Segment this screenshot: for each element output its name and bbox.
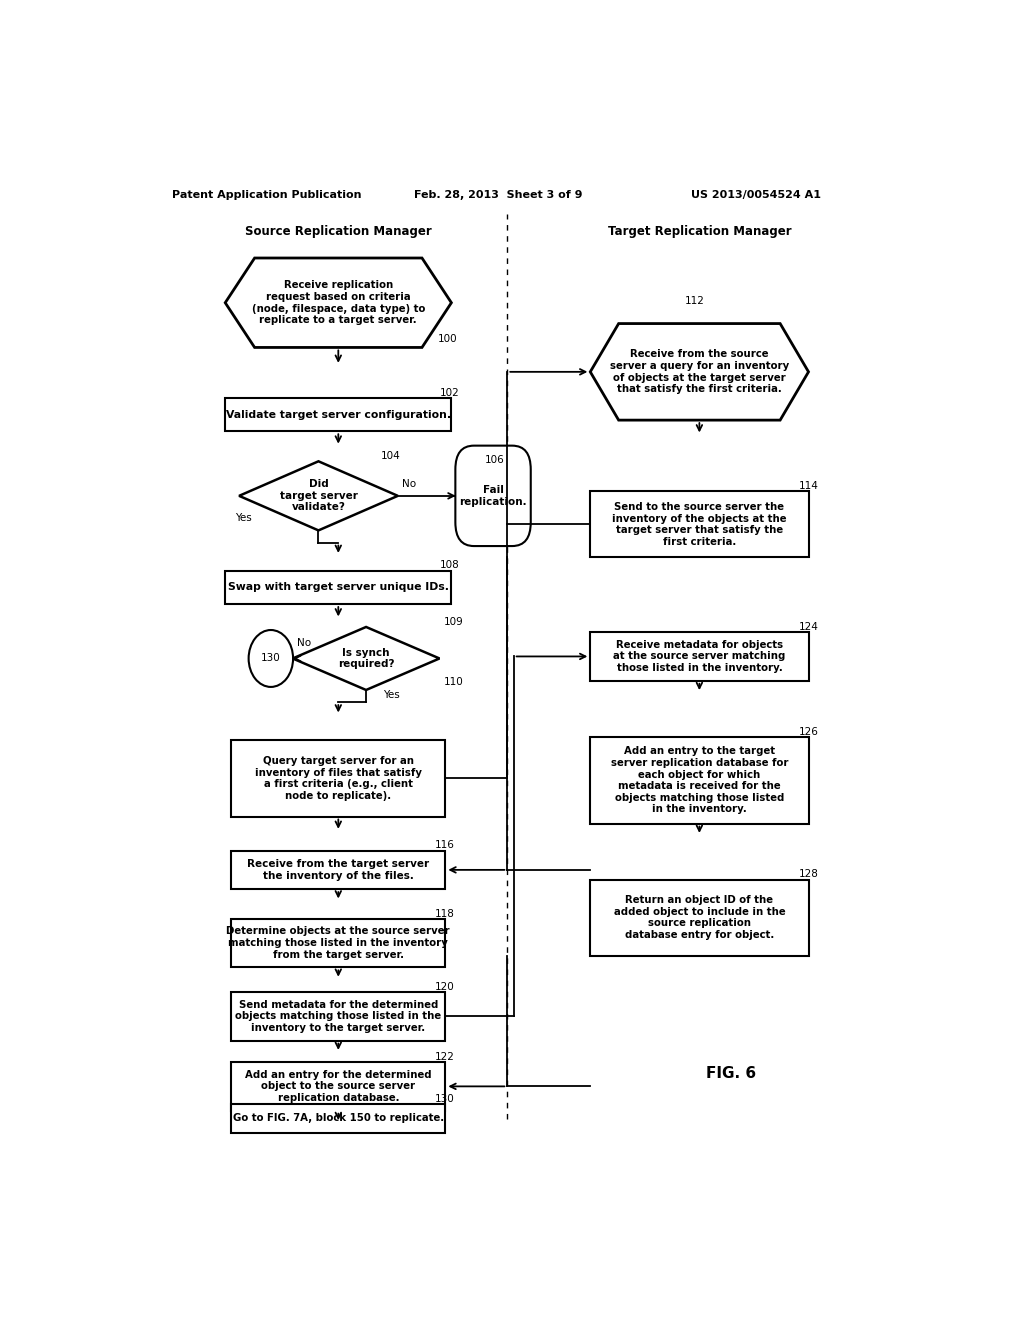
Text: No: No — [401, 479, 416, 488]
Polygon shape — [293, 627, 439, 690]
Text: 108: 108 — [440, 561, 460, 570]
Text: 112: 112 — [685, 296, 705, 306]
FancyBboxPatch shape — [225, 570, 452, 605]
Text: FIG. 6: FIG. 6 — [707, 1065, 756, 1081]
Text: Is synch
required?: Is synch required? — [338, 648, 394, 669]
FancyBboxPatch shape — [231, 741, 445, 817]
Text: Receive metadata for objects
at the source server matching
those listed in the i: Receive metadata for objects at the sour… — [613, 640, 785, 673]
Text: Source Replication Manager: Source Replication Manager — [245, 226, 432, 238]
Text: Go to FIG. 7A, block 150 to replicate.: Go to FIG. 7A, block 150 to replicate. — [232, 1113, 443, 1123]
FancyBboxPatch shape — [231, 1104, 445, 1133]
Text: 122: 122 — [435, 1052, 455, 1061]
Text: Fail
replication.: Fail replication. — [459, 484, 527, 507]
FancyBboxPatch shape — [590, 879, 809, 956]
Text: 100: 100 — [437, 334, 457, 345]
Text: 116: 116 — [435, 841, 455, 850]
Text: Feb. 28, 2013  Sheet 3 of 9: Feb. 28, 2013 Sheet 3 of 9 — [414, 190, 583, 201]
Text: 130: 130 — [261, 653, 281, 664]
Text: Add an entry to the target
server replication database for
each object for which: Add an entry to the target server replic… — [610, 746, 788, 814]
Text: Send to the source server the
inventory of the objects at the
target server that: Send to the source server the inventory … — [612, 502, 786, 546]
Circle shape — [249, 630, 293, 686]
Text: Target Replication Manager: Target Replication Manager — [607, 226, 792, 238]
Text: Receive from the target server
the inventory of the files.: Receive from the target server the inven… — [247, 859, 429, 880]
Text: 118: 118 — [435, 908, 455, 919]
Polygon shape — [590, 323, 809, 420]
FancyBboxPatch shape — [231, 850, 445, 890]
Text: Swap with target server unique IDs.: Swap with target server unique IDs. — [227, 582, 449, 593]
Text: Receive from the source
server a query for an inventory
of objects at the target: Receive from the source server a query f… — [609, 350, 790, 395]
Polygon shape — [225, 257, 452, 347]
Text: Send metadata for the determined
objects matching those listed in the
inventory : Send metadata for the determined objects… — [236, 999, 441, 1032]
FancyBboxPatch shape — [231, 991, 445, 1040]
Text: Determine objects at the source server
matching those listed in the inventory
fr: Determine objects at the source server m… — [226, 927, 451, 960]
Text: 106: 106 — [485, 455, 505, 465]
Text: US 2013/0054524 A1: US 2013/0054524 A1 — [691, 190, 821, 201]
Text: Did
target server
validate?: Did target server validate? — [280, 479, 357, 512]
FancyBboxPatch shape — [231, 1063, 445, 1110]
Text: 128: 128 — [799, 870, 818, 879]
Text: Receive replication
request based on criteria
(node, filespace, data type) to
re: Receive replication request based on cri… — [252, 280, 425, 325]
Text: Validate target server configuration.: Validate target server configuration. — [225, 409, 451, 420]
Text: Yes: Yes — [384, 690, 400, 700]
FancyBboxPatch shape — [231, 919, 445, 968]
Text: 124: 124 — [799, 622, 818, 632]
Text: Add an entry for the determined
object to the source server
replication database: Add an entry for the determined object t… — [245, 1069, 432, 1104]
FancyBboxPatch shape — [590, 491, 809, 557]
Text: Query target server for an
inventory of files that satisfy
a first criteria (e.g: Query target server for an inventory of … — [255, 756, 422, 801]
Text: 104: 104 — [380, 451, 400, 461]
FancyBboxPatch shape — [456, 446, 530, 546]
Text: Return an object ID of the
added object to include in the
source replication
dat: Return an object ID of the added object … — [613, 895, 785, 940]
Text: Yes: Yes — [236, 513, 252, 523]
Text: 120: 120 — [435, 982, 455, 991]
Text: 130: 130 — [435, 1094, 455, 1104]
Text: 114: 114 — [799, 482, 818, 491]
Polygon shape — [240, 461, 397, 531]
Text: 102: 102 — [440, 388, 460, 397]
FancyBboxPatch shape — [590, 632, 809, 681]
Text: Patent Application Publication: Patent Application Publication — [172, 190, 361, 201]
Text: 110: 110 — [443, 677, 463, 686]
FancyBboxPatch shape — [225, 397, 452, 432]
Text: No: No — [297, 639, 310, 648]
Text: 126: 126 — [799, 727, 818, 737]
Text: 109: 109 — [443, 616, 463, 627]
FancyBboxPatch shape — [590, 738, 809, 824]
